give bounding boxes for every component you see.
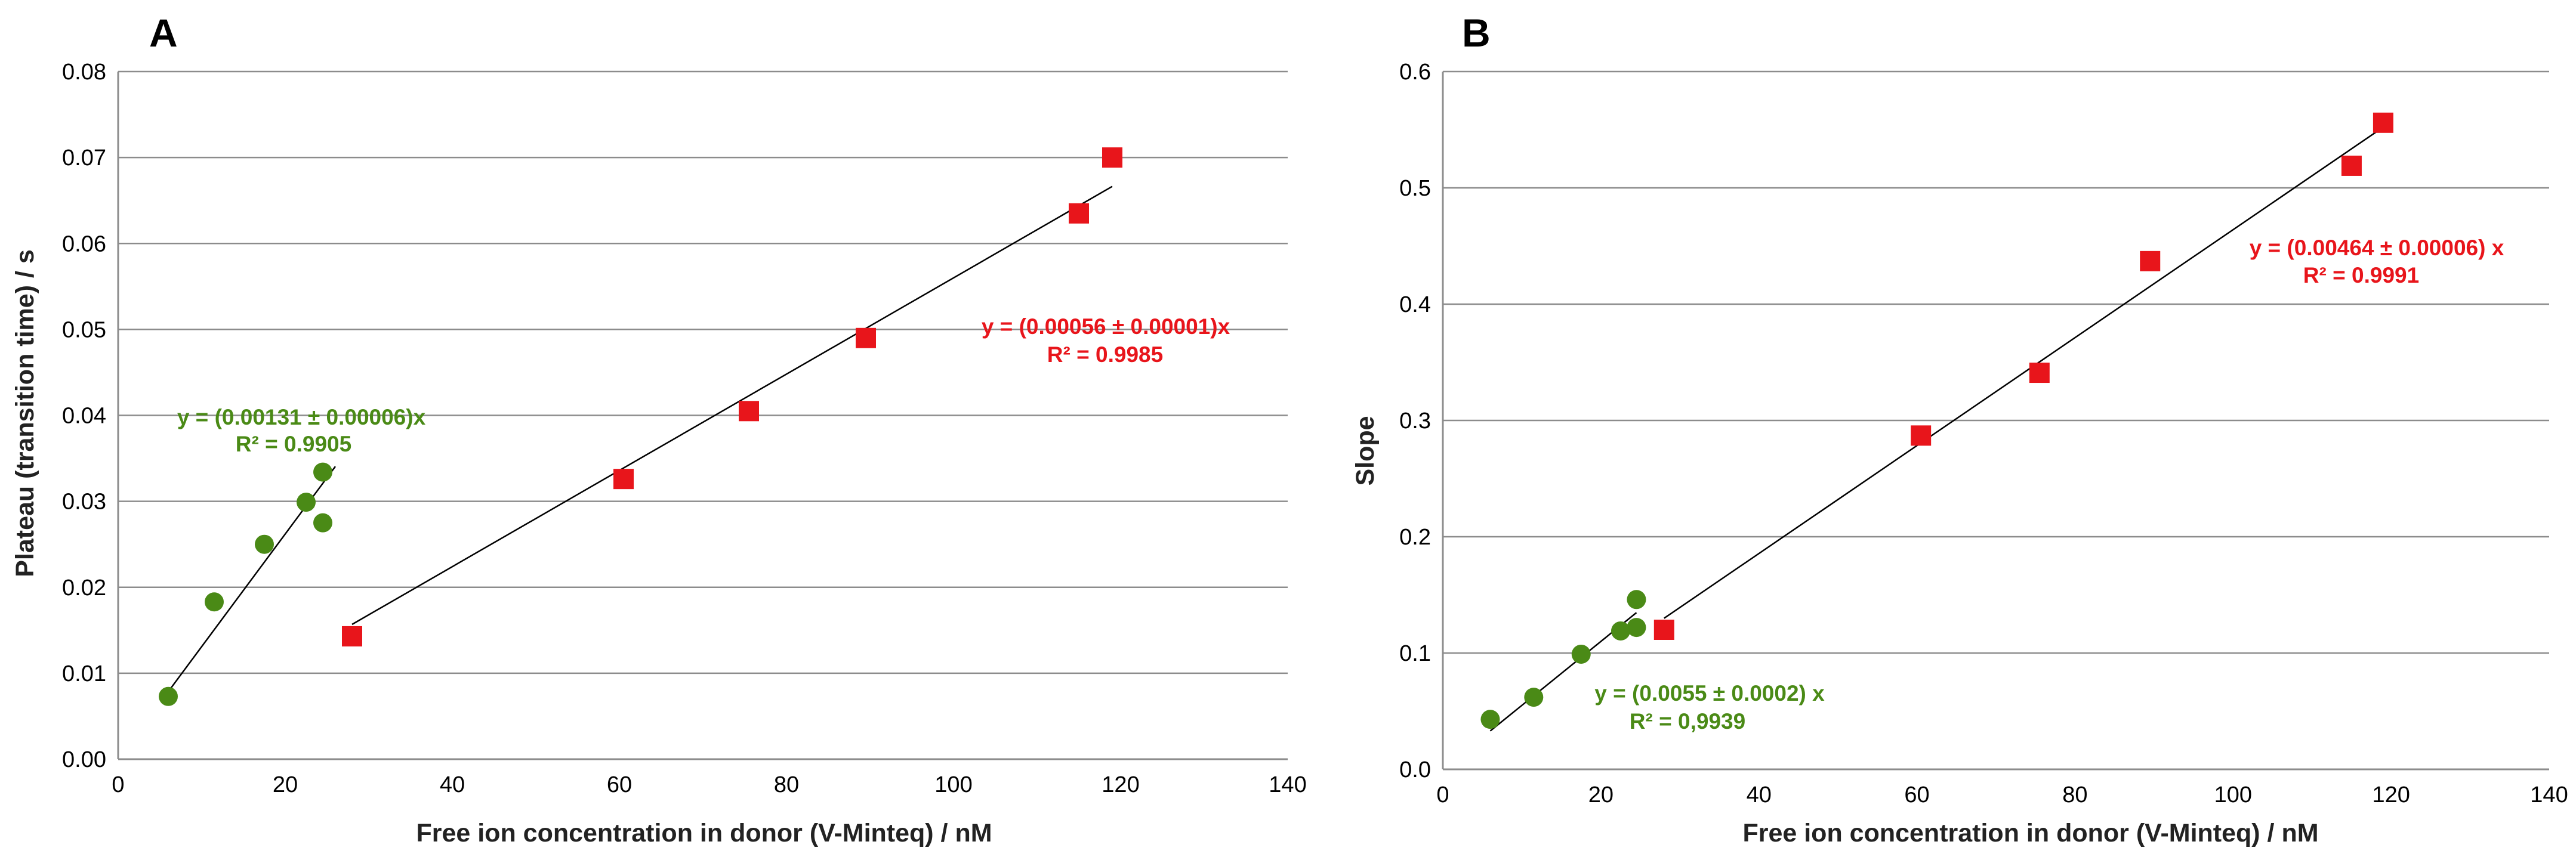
red-data-point	[739, 401, 759, 422]
x-axis-title: Free ion concentration in donor (V-Minte…	[1742, 819, 2318, 847]
x-tick-label: 120	[1102, 772, 1139, 797]
red-data-point	[342, 626, 362, 646]
data-points	[159, 147, 1122, 706]
green-data-point	[159, 686, 178, 706]
green-equation: y = (0.00131 ± 0.00006)x	[177, 405, 426, 429]
panel-label: A	[149, 11, 178, 55]
green-r2: R² = 0.9905	[236, 432, 351, 456]
green-data-point	[1627, 618, 1646, 638]
x-tick-label: 60	[1904, 782, 1929, 808]
red-data-point	[1102, 147, 1122, 168]
x-tick-label: 40	[440, 772, 465, 797]
green-data-point	[1480, 710, 1500, 729]
x-tick-label: 80	[2062, 782, 2087, 808]
green-data-point	[313, 462, 332, 482]
y-axis-title: Slope	[1351, 416, 1380, 485]
panel-b: B 0.0 0.1 0.2 0.3 0.4 0.5 0.6 0 20 40 60 80 100 120 14…	[1351, 11, 2568, 847]
panel-a: A 0.00 0.01 0.02 0.03 0.04 0.05 0.06 0.07 0.08 0 2…	[11, 11, 1307, 847]
y-tick-label: 0.6	[1399, 60, 1431, 85]
red-data-point	[1069, 203, 1089, 224]
y-tick-label: 0.4	[1399, 292, 1431, 317]
axes	[117, 72, 1288, 760]
x-axis-title: Free ion concentration in donor (V-Minte…	[416, 819, 992, 847]
green-data-point	[1571, 644, 1591, 664]
x-tick-label: 40	[1747, 782, 1772, 808]
red-data-point	[2341, 155, 2362, 176]
red-trendline	[351, 185, 1113, 626]
red-trendline	[1664, 129, 2380, 619]
x-tick-label: 80	[774, 772, 799, 797]
red-data-point	[1653, 620, 1674, 640]
green-data-point	[1524, 688, 1544, 707]
green-data-point	[205, 592, 224, 612]
y-tick-label: 0.5	[1399, 176, 1431, 201]
green-data-point	[297, 493, 316, 512]
tick-labels: 0.0 0.1 0.2 0.3 0.4 0.5 0.6 0 20 40 60 80 100 120 140	[1399, 60, 2568, 808]
x-tick-label: 0	[112, 772, 124, 797]
data-points	[1480, 112, 2393, 729]
y-tick-label: 0.06	[62, 231, 106, 256]
panel-label: B	[1462, 11, 1491, 55]
red-r2: R² = 0.9985	[1047, 342, 1163, 367]
y-tick-label: 0.1	[1399, 641, 1431, 666]
red-data-point	[2373, 112, 2393, 133]
fit-lines	[1489, 129, 2380, 732]
x-tick-label: 140	[1269, 772, 1306, 797]
green-data-point	[1627, 590, 1646, 610]
x-tick-label: 0	[1436, 782, 1449, 808]
green-data-point	[255, 534, 274, 554]
x-tick-label: 100	[934, 772, 972, 797]
x-tick-label: 20	[273, 772, 298, 797]
x-tick-label: 20	[1588, 782, 1614, 808]
red-equation: y = (0.00056 ± 0.00001)x	[982, 314, 1230, 339]
green-data-point	[1611, 621, 1630, 641]
y-tick-label: 0.02	[62, 576, 106, 601]
y-tick-label: 0.04	[62, 404, 106, 429]
x-tick-label: 140	[2530, 782, 2568, 808]
y-tick-label: 0.00	[62, 747, 106, 772]
y-tick-label: 0.08	[62, 60, 106, 85]
red-r2: R² = 0.9991	[2303, 263, 2419, 287]
y-tick-label: 0.3	[1399, 409, 1431, 434]
axes	[1442, 72, 2549, 771]
green-r2: R² = 0,9939	[1630, 709, 1745, 734]
x-tick-label: 120	[2372, 782, 2410, 808]
red-data-point	[856, 327, 876, 348]
red-data-point	[1911, 425, 1932, 446]
red-data-point	[613, 469, 634, 490]
y-tick-label: 0.05	[62, 317, 106, 342]
red-data-point	[2029, 363, 2050, 383]
y-tick-label: 0.01	[62, 661, 106, 686]
y-axis-title: Plateau (transition time) / s	[11, 249, 39, 577]
tick-labels: 0.00 0.01 0.02 0.03 0.04 0.05 0.06 0.07 0.08 0 20 4…	[62, 60, 1307, 797]
green-data-point	[313, 513, 332, 533]
green-equation: y = (0.0055 ± 0.0002) x	[1594, 681, 1825, 706]
y-tick-label: 0.03	[62, 490, 106, 515]
y-tick-label: 0.2	[1399, 525, 1431, 550]
grid	[1443, 70, 2549, 654]
x-tick-label: 100	[2214, 782, 2252, 808]
y-tick-label: 0.07	[62, 146, 106, 171]
x-tick-label: 60	[607, 772, 632, 797]
red-data-point	[2140, 250, 2161, 271]
red-equation: y = (0.00464 ± 0.00006) x	[2250, 236, 2504, 260]
y-tick-label: 0.0	[1399, 757, 1431, 782]
